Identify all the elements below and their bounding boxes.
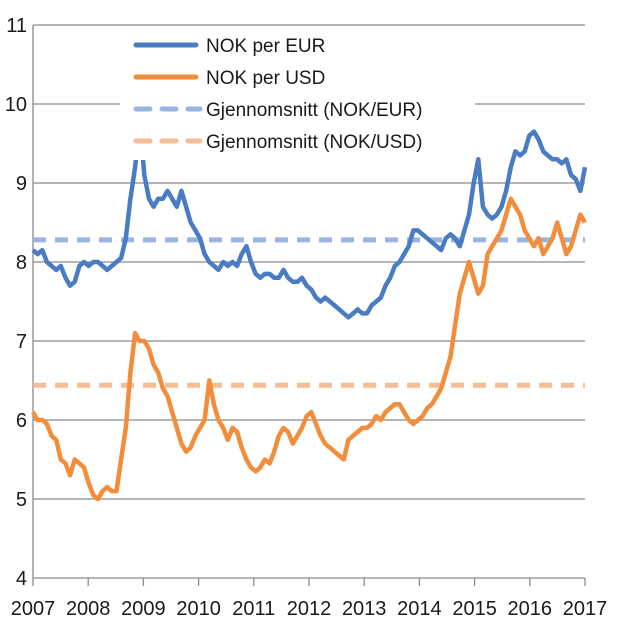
legend-label: NOK per EUR [206, 36, 325, 57]
x-tick-label: 2009 [121, 598, 166, 620]
x-tick-label: 2011 [232, 598, 275, 620]
series-line-0 [31, 117, 588, 320]
x-tick-label: 2008 [66, 598, 111, 620]
x-tick-label: 2016 [508, 598, 553, 620]
x-tick-label: 2015 [452, 598, 497, 620]
y-tick-label: 9 [16, 173, 27, 195]
series-lines [31, 117, 588, 502]
y-tick-label: 4 [16, 568, 27, 590]
legend-label: Gjennomsnitt (NOK/EUR) [206, 100, 422, 121]
x-tick-label: 2010 [176, 598, 221, 620]
axes: 4 5 6 7 8 9 10 11 2007 2008 2009 2010 2011 2012 2013 20… [5, 15, 608, 620]
legend: NOK per EUR NOK per USD Gjennomsnitt (NOK/… [120, 27, 475, 160]
legend-label: Gjennomsnitt (NOK/USD) [206, 132, 422, 153]
legend-background [120, 27, 475, 160]
y-tick-label: 11 [6, 15, 27, 37]
y-tick-label: 7 [16, 331, 27, 353]
x-tick-label: 2012 [287, 598, 332, 620]
y-tick-label: 10 [5, 94, 27, 116]
x-tick-label: 2017 [563, 598, 608, 620]
series-line-1 [31, 196, 587, 502]
y-tick-label: 8 [16, 252, 27, 274]
x-tick-label: 2007 [11, 598, 56, 620]
x-tick-label: 2014 [397, 598, 442, 620]
legend-label: NOK per USD [206, 68, 325, 89]
x-tick-label: 2013 [342, 598, 387, 620]
y-tick-label: 5 [16, 489, 27, 511]
y-tick-label: 6 [16, 410, 27, 432]
